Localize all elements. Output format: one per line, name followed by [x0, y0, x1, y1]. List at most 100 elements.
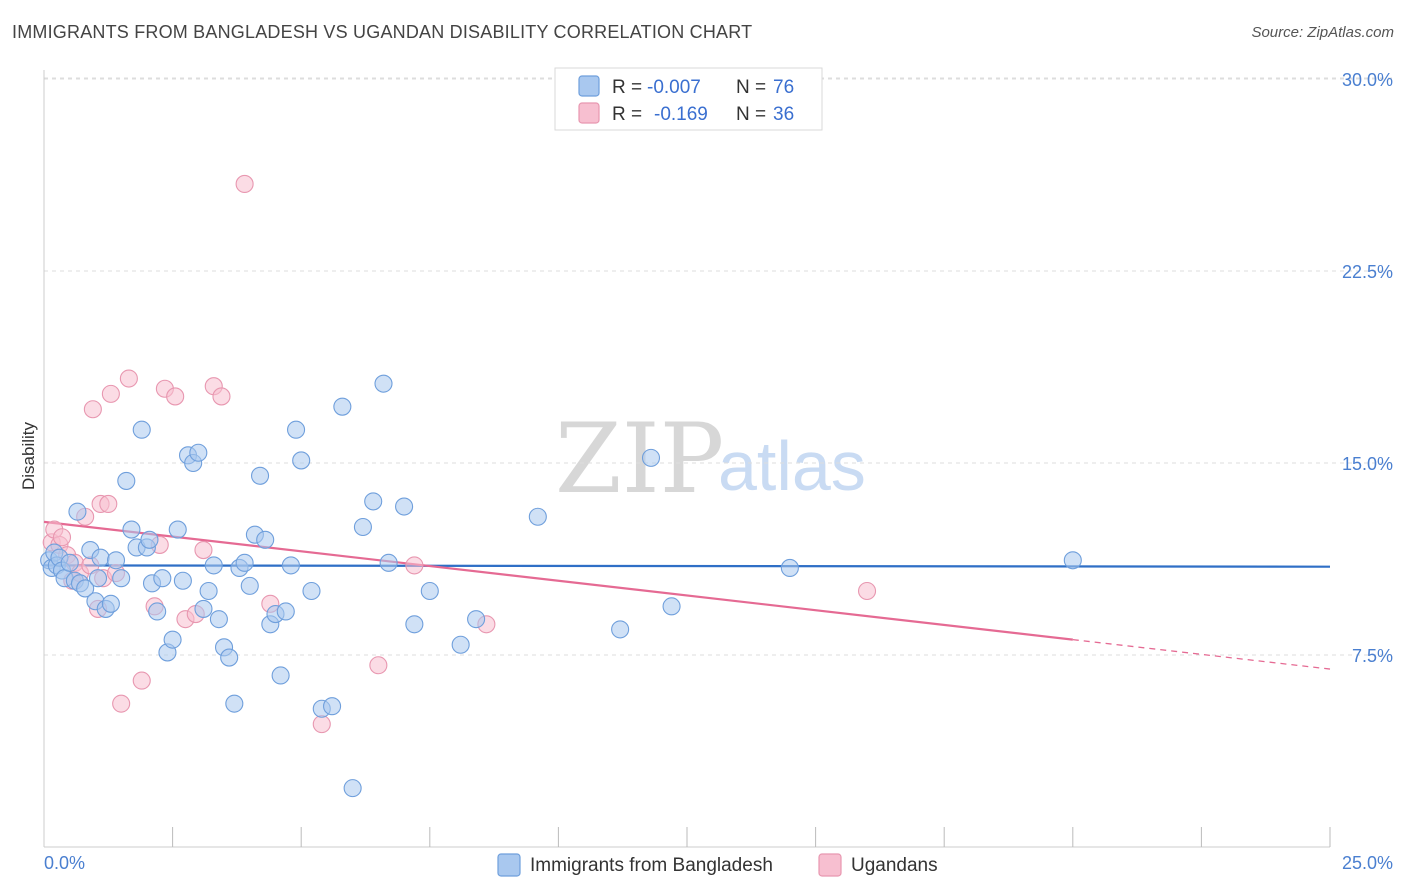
bangladesh-point-45: [240, 576, 259, 595]
bangladesh-point-32: [173, 571, 192, 590]
ugandan-point-31: [312, 715, 331, 734]
bangladesh-point-61: [353, 517, 372, 537]
bangladesh-point-73: [662, 597, 681, 616]
bangladesh-point-48: [256, 530, 275, 549]
y-tick-label-2: 22.5%: [1342, 262, 1393, 282]
ugandan-point-28: [212, 387, 231, 406]
bangladesh-point-19: [112, 569, 131, 588]
trendline-bangladesh: [43, 564, 1331, 568]
bottom-legend-label-blue: Immigrants from Bangladesh: [530, 855, 773, 876]
bangladesh-point-75: [1063, 551, 1082, 570]
bangladesh-point-36: [194, 599, 213, 618]
legend-box: R = -0.007 N = 76 R = -0.169 N = 36: [554, 67, 823, 131]
y-tick-label-1: 15.0%: [1342, 454, 1393, 474]
bangladesh-point-64: [379, 553, 398, 572]
bottom-legend-label-pink: Ugandans: [851, 855, 938, 876]
bangladesh-point-59: [333, 397, 352, 416]
legend-n-label-2: N =: [736, 104, 766, 125]
legend-n-value-2: 36: [773, 104, 794, 125]
bangladesh-point-21: [122, 520, 141, 539]
ugandan-point-15: [101, 384, 120, 403]
ugandan-point-33: [405, 556, 424, 575]
bangladesh-point-47: [250, 466, 270, 485]
bangladesh-point-58: [323, 697, 342, 716]
y-tick-label-3: 30.0%: [1342, 70, 1393, 90]
bangladesh-point-65: [395, 497, 414, 516]
y-axis-title: Disability: [19, 421, 38, 490]
bangladesh-point-55: [292, 451, 311, 470]
bottom-legend: Immigrants from Bangladesh Ugandans: [497, 853, 938, 877]
bangladesh-point-17: [101, 594, 120, 613]
ugandan-point-14: [99, 494, 118, 514]
bangladesh-point-52: [276, 602, 295, 621]
legend-r-value-1: -0.007: [647, 77, 701, 98]
x-tick-label-0: 0.0%: [44, 853, 85, 873]
bangladesh-point-23: [132, 420, 151, 439]
legend-n-value-1: 76: [773, 77, 794, 98]
ugandan-point-35: [857, 581, 877, 601]
bangladesh-point-44: [235, 553, 254, 572]
bangladesh-point-56: [302, 581, 321, 601]
ugandan-point-18: [119, 369, 138, 388]
bangladesh-point-62: [364, 492, 383, 511]
bangladesh-point-20: [117, 471, 136, 490]
legend-r-value-2: -0.169: [654, 104, 708, 125]
bangladesh-point-15: [91, 548, 110, 567]
legend-swatch-blue: [578, 75, 600, 97]
bangladesh-point-74: [780, 558, 799, 578]
bottom-legend-swatch-pink: [818, 853, 842, 877]
chart-source: Source: ZipAtlas.com: [1251, 24, 1394, 41]
trendline-ugandans-extension: [1072, 638, 1331, 670]
bangladesh-point-67: [420, 581, 439, 601]
legend-r-label-1: R =: [612, 77, 642, 98]
axes: [43, 70, 1331, 848]
bangladesh-point-51: [271, 666, 290, 685]
trendline-ugandans: [43, 520, 1073, 641]
bangladesh-point-63: [374, 374, 393, 393]
watermark-atlas: atlas: [718, 427, 866, 505]
bottom-legend-swatch-blue: [497, 853, 521, 877]
bangladesh-point-9: [68, 502, 87, 521]
legend-swatch-pink: [578, 102, 600, 124]
bangladesh-point-18: [106, 551, 126, 570]
bangladesh-point-35: [189, 443, 208, 462]
ugandan-point-29: [235, 174, 254, 194]
bangladesh-point-69: [467, 610, 486, 629]
bangladesh-point-11: [76, 579, 95, 598]
bangladesh-point-70: [528, 507, 547, 526]
bangladesh-point-42: [225, 694, 244, 713]
data-points: [40, 174, 1082, 798]
ugandan-point-10: [83, 400, 102, 419]
bangladesh-point-27: [148, 602, 167, 621]
bangladesh-point-60: [343, 779, 362, 798]
bangladesh-point-54: [287, 420, 306, 439]
trendlines: [43, 520, 1331, 670]
legend-n-label-1: N =: [736, 77, 766, 98]
bangladesh-point-68: [451, 635, 470, 654]
bangladesh-point-72: [641, 448, 661, 467]
bangladesh-point-39: [209, 610, 228, 629]
y-tick-label-0: 7.5%: [1352, 646, 1393, 666]
bangladesh-point-37: [199, 581, 218, 601]
bangladesh-point-38: [204, 556, 223, 575]
tick-labels: 7.5% 15.0% 22.5% 30.0% 0.0% 25.0%: [44, 70, 1393, 873]
bangladesh-point-28: [153, 569, 172, 588]
x-tick-label-1: 25.0%: [1342, 853, 1393, 873]
watermark: ZIP atlas: [555, 403, 866, 515]
bangladesh-point-14: [88, 569, 108, 588]
ugandan-point-23: [166, 387, 185, 406]
bangladesh-point-31: [168, 520, 187, 539]
bangladesh-point-71: [611, 620, 630, 639]
legend-r-label-2: R =: [612, 104, 642, 125]
ugandan-point-3: [52, 528, 72, 547]
bangladesh-point-41: [220, 648, 239, 667]
chart-title: IMMIGRANTS FROM BANGLADESH VS UGANDAN DI…: [12, 22, 753, 42]
bangladesh-point-53: [281, 556, 300, 575]
bangladesh-point-7: [60, 553, 79, 572]
watermark-zip: ZIP: [555, 403, 724, 515]
ugandan-point-26: [194, 540, 213, 560]
bangladesh-point-66: [405, 615, 424, 634]
ugandan-point-19: [132, 671, 151, 690]
ugandan-point-17: [112, 694, 131, 713]
